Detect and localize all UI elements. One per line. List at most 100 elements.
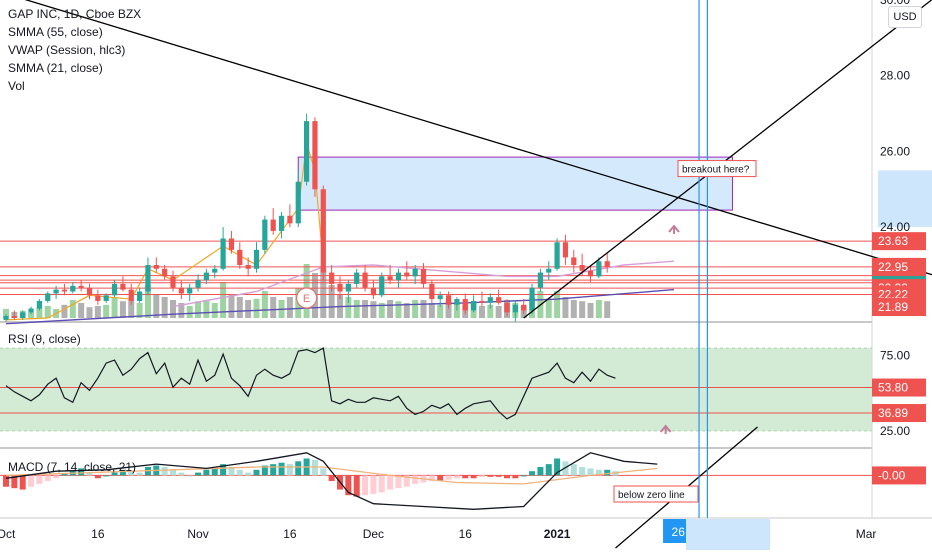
volume-bar xyxy=(395,301,402,318)
candle-body xyxy=(404,272,410,277)
candle-body xyxy=(529,287,535,311)
volume-bar xyxy=(286,297,293,318)
legend-smma55[interactable]: SMMA (55, close) xyxy=(8,25,103,39)
volume-bar xyxy=(495,306,502,318)
volume-bar xyxy=(245,300,252,318)
candle-body xyxy=(571,257,577,265)
label-layer: 23.6322.9522.5322.4704:12:2522.3922.2221… xyxy=(872,232,926,485)
candle-body xyxy=(287,215,293,224)
price-axis-badge xyxy=(872,232,926,251)
macd-histogram-bar xyxy=(328,475,335,482)
macd-histogram-bar xyxy=(286,464,293,476)
candle-body xyxy=(162,268,168,277)
candle-body xyxy=(345,283,351,292)
macd-histogram-bar xyxy=(270,464,277,476)
volume-bar xyxy=(378,303,385,318)
candle-body xyxy=(36,300,42,309)
candle-body xyxy=(320,189,326,273)
candle-body xyxy=(471,300,477,311)
macd-histogram-bar xyxy=(170,469,176,476)
macd-histogram-bar xyxy=(353,475,360,497)
candle-body xyxy=(212,268,218,273)
candle-body xyxy=(387,276,393,281)
volume-bar xyxy=(211,303,218,318)
price-axis-badge xyxy=(872,298,926,317)
callout-text: breakout here? xyxy=(682,165,750,176)
axis-zone-highlight xyxy=(878,170,932,228)
candle-body xyxy=(337,283,343,292)
trendline xyxy=(24,0,932,276)
volume-bar xyxy=(478,306,485,318)
volume-bar xyxy=(69,300,76,318)
date-range-highlight xyxy=(686,519,770,550)
level-layer xyxy=(0,240,872,296)
volume-bar xyxy=(86,307,93,318)
candle-body xyxy=(437,295,443,300)
candle-body xyxy=(596,261,602,277)
macd-histogram-bar xyxy=(470,475,477,479)
volume-bar xyxy=(595,300,602,318)
rsi-tick-label: 75.00 xyxy=(880,349,910,363)
legend-smma21[interactable]: SMMA (21, close) xyxy=(8,61,103,75)
candle-body xyxy=(412,268,418,277)
candle-body xyxy=(304,121,310,182)
candle-body xyxy=(604,261,610,267)
volume-bar xyxy=(103,304,110,318)
candle-body xyxy=(237,249,243,265)
macd-histogram-bar xyxy=(178,472,185,476)
volume-bar xyxy=(362,300,369,318)
rsi-level-badge-text: 53.80 xyxy=(878,381,908,395)
candle-body xyxy=(312,121,318,190)
earnings-marker-label: E xyxy=(303,293,310,305)
currency-button[interactable]: USD xyxy=(888,6,922,28)
macd-histogram-bar xyxy=(453,475,460,479)
candle-body xyxy=(78,285,84,288)
macd-zero-badge xyxy=(872,466,926,485)
macd-histogram-bar xyxy=(261,465,268,476)
candle-body xyxy=(554,242,560,269)
volume-bar xyxy=(36,307,43,318)
volume-bar xyxy=(570,300,577,318)
volume-bar xyxy=(153,294,160,318)
macd-histogram-bar xyxy=(236,469,243,476)
macd-label[interactable]: MACD (7, 14, close, 21) xyxy=(8,460,137,474)
volume-bar xyxy=(111,297,118,318)
symbol-title[interactable]: GAP INC, 1D, Cboe BZX xyxy=(8,7,142,21)
macd-histogram-bar xyxy=(94,475,101,479)
volume-bar xyxy=(94,306,101,318)
macd-histogram-bar xyxy=(378,475,385,493)
legend-vwap[interactable]: VWAP (Session, hlc3) xyxy=(8,43,126,57)
candle-body xyxy=(170,276,176,288)
rsi-label[interactable]: RSI (9, close) xyxy=(8,332,81,346)
rsi-line xyxy=(5,347,616,420)
macd-histogram-bar xyxy=(520,475,527,477)
candle-body xyxy=(195,280,201,288)
date-tick-label: 16 xyxy=(91,527,105,541)
macd-histogram-bar xyxy=(186,475,193,477)
candle-body xyxy=(262,219,268,250)
volume-bar xyxy=(387,300,394,318)
price-axis-badge-text: 22.95 xyxy=(878,260,908,274)
volume-bar xyxy=(345,297,352,318)
candle-body xyxy=(245,265,251,269)
volume-bar xyxy=(579,301,586,318)
volume-bar xyxy=(445,301,452,318)
candle-body xyxy=(395,272,402,281)
macd-histogram-bar xyxy=(604,469,611,476)
macd-line xyxy=(5,452,658,510)
macd-signal-line xyxy=(5,466,658,485)
date-tick-label: Dec xyxy=(363,527,384,541)
candle-body xyxy=(61,289,68,292)
macd-histogram-bar xyxy=(78,468,85,476)
macd-histogram-bar xyxy=(61,474,68,476)
macd-histogram-bar xyxy=(103,475,110,477)
legend-vol[interactable]: Vol xyxy=(8,79,25,93)
macd-histogram-bar xyxy=(311,459,318,476)
volume-bar xyxy=(136,303,143,318)
candle-body xyxy=(53,289,59,294)
candle-body xyxy=(295,181,301,224)
macd-histogram-bar xyxy=(512,475,519,479)
candle-body xyxy=(512,304,518,313)
macd-histogram-bar xyxy=(3,475,9,487)
